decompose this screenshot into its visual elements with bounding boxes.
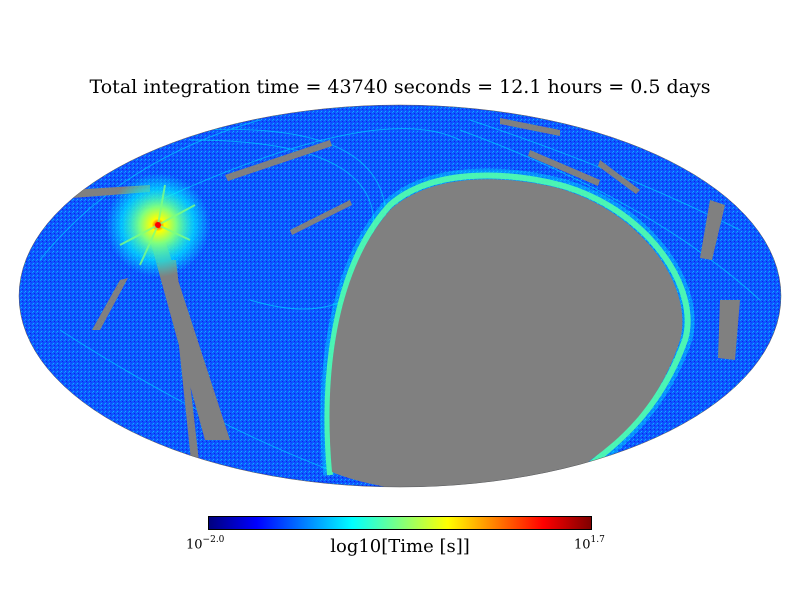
colorbar-title: log10[Time [s]] (330, 536, 470, 557)
hot-spot-core (155, 222, 161, 228)
colorbar-max-label: 101.7 (574, 535, 605, 553)
map-outline (18, 104, 782, 488)
colorbar-min-label: 10−2.0 (186, 535, 225, 553)
coverage-edge (324, 172, 691, 476)
coverage-edge-glow (320, 168, 695, 476)
gap-streaks (70, 118, 740, 470)
sky-map-content (19, 105, 781, 487)
colorbar (208, 516, 592, 530)
hot-spot-rays (119, 184, 196, 266)
masked-region (329, 179, 683, 487)
map-title: Total integration time = 43740 seconds =… (89, 76, 711, 98)
